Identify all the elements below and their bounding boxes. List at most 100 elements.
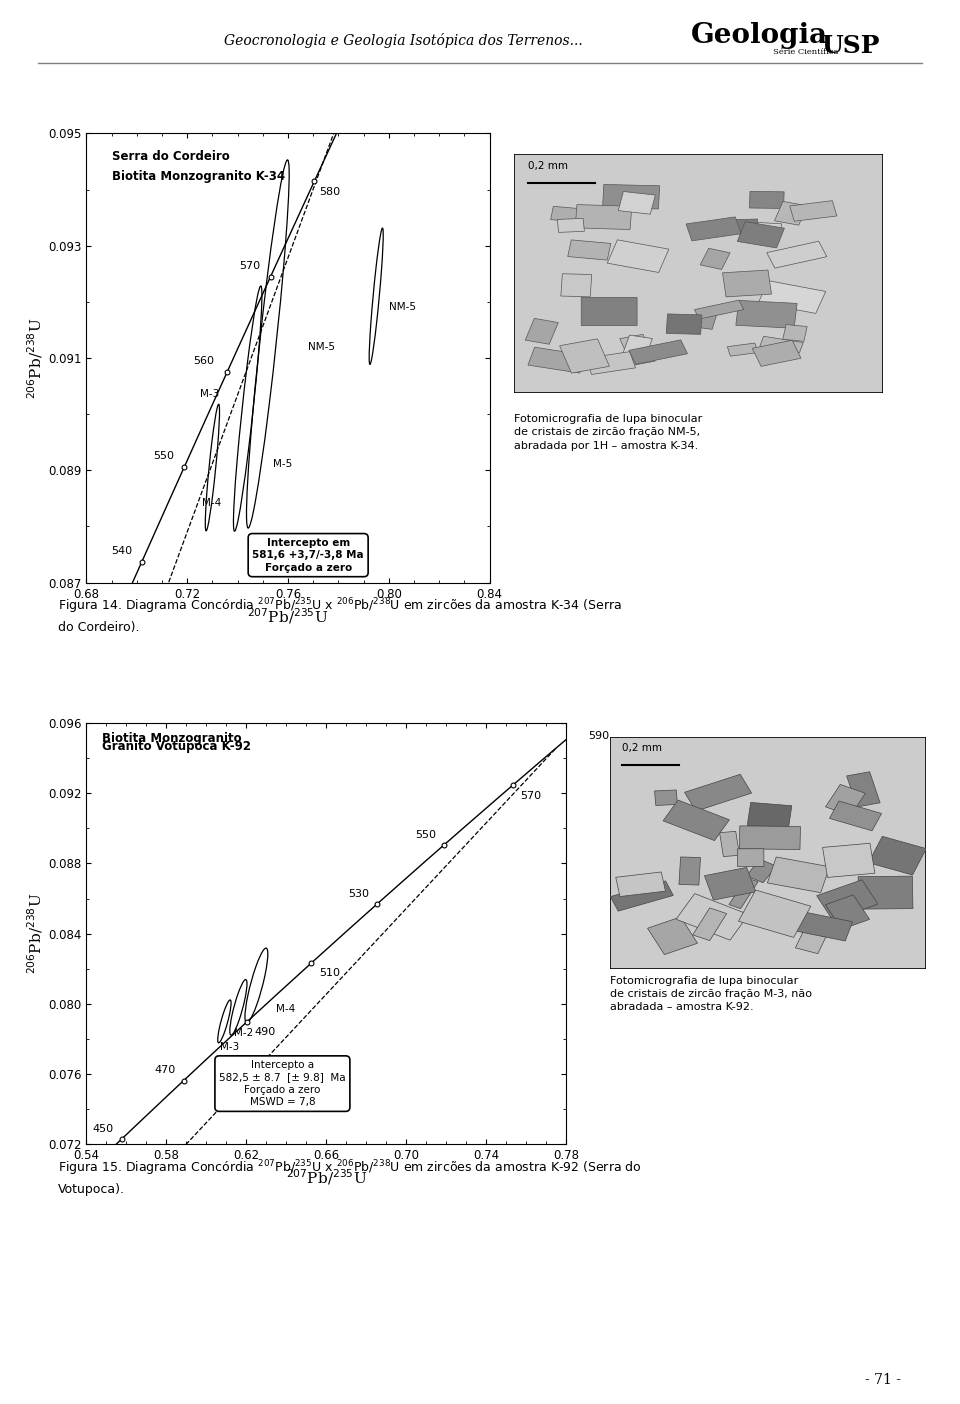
- Text: 560: 560: [194, 357, 215, 366]
- Bar: [603, 184, 660, 209]
- Text: Granito Votupoca K-92: Granito Votupoca K-92: [103, 740, 252, 753]
- Text: Fotomicrografia de lupa binocular
de cristais de zircão fração M-3, não
abradada: Fotomicrografia de lupa binocular de cri…: [610, 976, 811, 1012]
- Text: Intercepto em
581,6 +3,7/-3,8 Ma
Forçado a zero: Intercepto em 581,6 +3,7/-3,8 Ma Forçado…: [252, 538, 364, 573]
- Text: NM-5: NM-5: [389, 302, 416, 313]
- Text: M-3: M-3: [221, 1042, 240, 1053]
- Bar: [620, 334, 655, 365]
- Bar: [737, 222, 784, 249]
- Bar: [700, 249, 731, 270]
- Bar: [826, 894, 870, 929]
- Bar: [611, 880, 673, 911]
- Bar: [551, 206, 593, 223]
- Bar: [666, 314, 702, 334]
- Bar: [692, 309, 717, 330]
- Text: M-4: M-4: [203, 498, 222, 508]
- Text: 0,2 mm: 0,2 mm: [528, 161, 568, 171]
- Bar: [747, 859, 777, 883]
- Bar: [747, 803, 792, 828]
- Text: - 71 -: - 71 -: [865, 1373, 901, 1387]
- Bar: [775, 201, 807, 225]
- Bar: [720, 831, 739, 856]
- Bar: [575, 205, 632, 229]
- Bar: [686, 216, 741, 241]
- Text: Série Científica: Série Científica: [773, 48, 838, 56]
- Text: M-2: M-2: [234, 1028, 253, 1039]
- Bar: [795, 931, 826, 953]
- Bar: [608, 240, 669, 272]
- Text: Fotomicrografia de lupa binocular
de cristais de zircão fração NM-5,
abradada po: Fotomicrografia de lupa binocular de cri…: [514, 414, 702, 451]
- Bar: [581, 298, 637, 326]
- Bar: [823, 844, 875, 878]
- Text: 570: 570: [520, 790, 541, 800]
- Bar: [829, 802, 881, 831]
- Text: 570: 570: [239, 261, 260, 271]
- Bar: [586, 351, 636, 375]
- Bar: [567, 240, 611, 260]
- Text: Biotita Monzogranito K-34: Biotita Monzogranito K-34: [111, 170, 285, 183]
- Bar: [738, 890, 811, 938]
- Text: Serra do Cordeiro: Serra do Cordeiro: [111, 150, 229, 163]
- Text: Figura 15. Diagrama Concórdia $^{207}$Pb/$^{235}$U x $^{206}$Pb/$^{238}$U em zir: Figura 15. Diagrama Concórdia $^{207}$Pb…: [58, 1158, 641, 1196]
- Bar: [869, 837, 926, 875]
- Bar: [561, 274, 591, 296]
- Bar: [782, 324, 807, 341]
- Bar: [735, 300, 797, 329]
- X-axis label: $^{207}$Pb/$^{235}$U: $^{207}$Pb/$^{235}$U: [286, 1168, 367, 1188]
- Text: Intercepto a
582,5 ± 8.7  [± 9.8]  Ma
Forçado a zero
MSWD = 7,8: Intercepto a 582,5 ± 8.7 [± 9.8] Ma Forç…: [219, 1060, 346, 1108]
- Bar: [767, 856, 829, 893]
- Bar: [826, 849, 851, 868]
- Text: M-4: M-4: [276, 1004, 296, 1014]
- Bar: [618, 191, 656, 215]
- Text: Figura 14. Diagrama Concórdia $^{207}$Pb/$^{235}$U x $^{206}$Pb/$^{238}$U em zir: Figura 14. Diagrama Concórdia $^{207}$Pb…: [58, 597, 621, 635]
- Bar: [750, 191, 784, 208]
- Bar: [622, 336, 653, 359]
- Bar: [615, 872, 665, 897]
- Text: 530: 530: [348, 889, 369, 899]
- Bar: [739, 826, 801, 849]
- Bar: [525, 319, 559, 344]
- Bar: [737, 849, 764, 866]
- Bar: [790, 201, 837, 222]
- Bar: [705, 868, 756, 900]
- Text: Geocronologia e Geologia Isotópica dos Terrenos...: Geocronologia e Geologia Isotópica dos T…: [224, 34, 583, 48]
- Bar: [679, 856, 701, 885]
- Text: Biotita Monzogranito: Biotita Monzogranito: [103, 731, 242, 746]
- Text: 450: 450: [92, 1123, 113, 1133]
- Bar: [648, 917, 698, 955]
- Bar: [684, 774, 752, 812]
- Text: NM-5: NM-5: [308, 341, 335, 352]
- Bar: [693, 908, 727, 941]
- Bar: [528, 347, 587, 373]
- Bar: [560, 338, 610, 373]
- Bar: [718, 219, 758, 234]
- Bar: [723, 270, 772, 296]
- Bar: [753, 340, 801, 366]
- Bar: [728, 343, 757, 357]
- Bar: [679, 806, 710, 833]
- Text: 490: 490: [255, 1028, 276, 1038]
- Y-axis label: $^{206}$Pb/$^{238}$U: $^{206}$Pb/$^{238}$U: [26, 317, 45, 399]
- Text: 590: 590: [588, 731, 610, 741]
- Bar: [847, 772, 880, 807]
- X-axis label: $^{207}$Pb/$^{235}$U: $^{207}$Pb/$^{235}$U: [248, 607, 328, 626]
- Text: 510: 510: [320, 969, 341, 979]
- Bar: [758, 281, 826, 313]
- Text: M-3: M-3: [201, 389, 220, 399]
- Bar: [797, 913, 852, 941]
- Bar: [729, 878, 758, 908]
- Bar: [655, 790, 678, 806]
- Bar: [858, 876, 913, 910]
- Text: 540: 540: [110, 546, 132, 556]
- Bar: [557, 218, 585, 233]
- Text: 550: 550: [154, 451, 175, 461]
- Text: M-5: M-5: [273, 459, 292, 469]
- Bar: [817, 880, 878, 920]
- Bar: [676, 893, 749, 941]
- Text: 580: 580: [320, 187, 341, 197]
- Text: 470: 470: [155, 1066, 176, 1075]
- Bar: [663, 800, 730, 841]
- Bar: [767, 241, 827, 268]
- Text: USP: USP: [821, 34, 879, 59]
- Y-axis label: $^{206}$Pb/$^{238}$U: $^{206}$Pb/$^{238}$U: [26, 893, 45, 974]
- Bar: [629, 340, 687, 364]
